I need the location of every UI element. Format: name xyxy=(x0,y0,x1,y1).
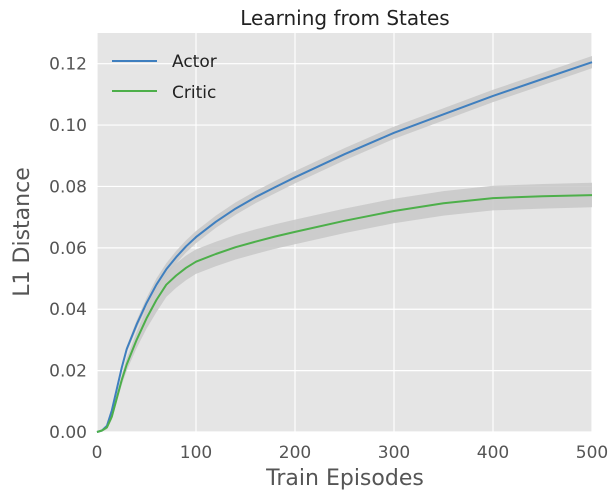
x-axis-title: Train Episodes xyxy=(265,466,424,491)
y-tick-label: 0.06 xyxy=(49,239,87,259)
y-axis-title: L1 Distance xyxy=(10,167,35,296)
x-tick-label: 500 xyxy=(576,443,608,463)
chart-title: Learning from States xyxy=(240,6,449,30)
y-tick-label: 0.12 xyxy=(49,55,87,75)
series-lines xyxy=(96,61,593,433)
x-tick-label: 200 xyxy=(279,443,311,463)
y-tick-label: 0.04 xyxy=(49,300,87,320)
x-tick-label: 300 xyxy=(378,443,410,463)
legend: Actor Critic xyxy=(112,52,217,103)
critic-confidence-band xyxy=(97,182,592,432)
x-tick-label: 100 xyxy=(180,443,212,463)
x-tick-label: 0 xyxy=(92,443,103,463)
critic-series-line xyxy=(96,194,593,433)
y-tick-label: 0.10 xyxy=(49,116,87,136)
confidence-bands xyxy=(97,56,592,432)
x-tick-label: 400 xyxy=(477,443,509,463)
legend-label-critic: Critic xyxy=(172,83,216,103)
y-tick-label: 0.08 xyxy=(49,177,87,197)
y-tick-label: 0.00 xyxy=(49,423,87,443)
legend-label-actor: Actor xyxy=(172,52,217,72)
y-tick-label: 0.02 xyxy=(49,362,87,382)
actor-series-line xyxy=(96,61,593,433)
tick-labels: 0 100 200 300 400 500 0.00 0.02 0.04 0.06 0.08 0.10… xyxy=(49,55,608,463)
